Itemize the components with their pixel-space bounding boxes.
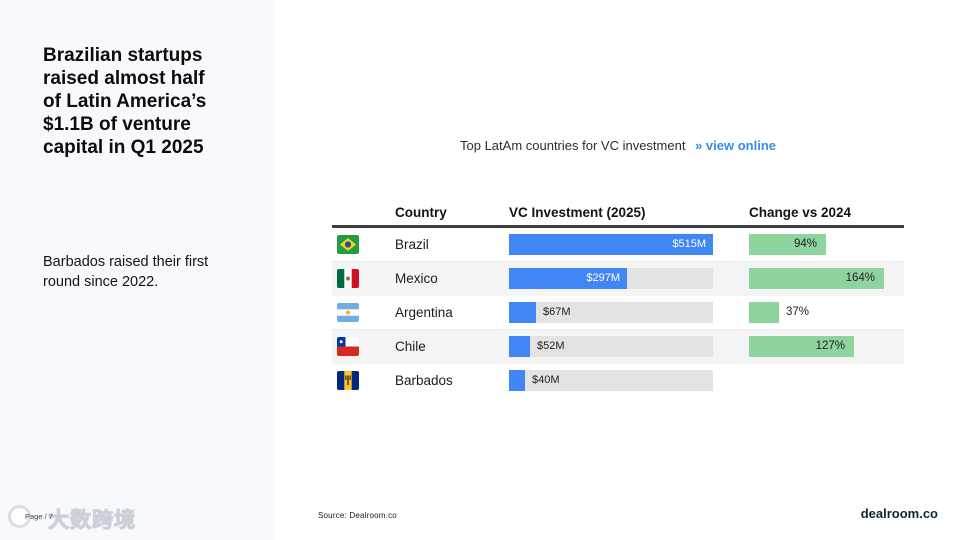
table-row: Mexico $297M 164% — [332, 261, 904, 295]
change-bar — [749, 302, 779, 323]
investment-bar-track — [509, 234, 713, 255]
investment-bar — [509, 336, 530, 357]
country-label: Argentina — [395, 305, 453, 320]
dealroom-logo: dealroom.co — [860, 506, 938, 521]
table-row: Argentina $67M 37% — [332, 295, 904, 329]
table-body: Brazil $515M 94% Mexico $297M 164% Argentina $6… — [332, 228, 904, 397]
change-value-label: 127% — [815, 340, 845, 352]
slide-subtitle: Barbados raised their first round since … — [43, 254, 209, 290]
investment-bar — [509, 234, 713, 255]
change-bar — [749, 234, 826, 255]
investment-value-label: $40M — [532, 374, 560, 386]
vc-investment-table: Country VC Investment (2025) Change vs 2… — [332, 197, 904, 397]
watermark-text: 大数跨境 — [48, 509, 136, 533]
table-header: Country VC Investment (2025) Change vs 2… — [332, 197, 904, 228]
investment-bar-track — [509, 370, 713, 391]
barbados-flag-icon — [337, 371, 359, 390]
column-header-change: Change vs 2024 — [749, 205, 852, 220]
link-arrows: » — [695, 138, 703, 153]
watermark-logo-icon — [8, 505, 31, 528]
investment-bar-track — [509, 302, 713, 323]
investment-bar-track — [509, 268, 713, 289]
investment-bar — [509, 268, 627, 289]
source-note: Source: Dealroom.co — [318, 511, 397, 520]
country-label: Barbados — [395, 373, 453, 388]
chart-title-text: Top LatAm countries for VC investment — [460, 138, 686, 153]
investment-value-label: $67M — [543, 306, 571, 318]
mexico-flag-icon — [337, 269, 359, 288]
table-row: Chile $52M 127% — [332, 329, 904, 363]
investment-value-label: $52M — [537, 340, 565, 352]
link-label: view online — [705, 138, 776, 153]
investment-value-label: $297M — [586, 272, 620, 284]
view-online-link[interactable]: » view online — [695, 138, 776, 153]
page-number: Page / 7 — [25, 512, 53, 521]
change-value-label: 94% — [793, 238, 817, 250]
column-header-country: Country — [395, 205, 447, 220]
change-bar — [749, 268, 884, 289]
table-row: Barbados $40M — [332, 363, 904, 397]
change-bar — [749, 336, 854, 357]
country-label: Brazil — [395, 237, 429, 252]
chile-flag-icon — [337, 337, 359, 356]
country-label: Chile — [395, 339, 426, 354]
investment-bar — [509, 302, 536, 323]
change-value-label: 164% — [845, 272, 875, 284]
investment-bar — [509, 370, 525, 391]
sidebar: Brazilian startups raised almost half of… — [0, 0, 274, 540]
change-value-label: 37% — [786, 306, 810, 318]
watermark: 大数跨境 Page / 7 — [8, 501, 158, 535]
investment-value-label: $515M — [672, 238, 706, 250]
column-header-investment: VC Investment (2025) — [509, 205, 646, 220]
investment-bar-track — [509, 336, 713, 357]
country-label: Mexico — [395, 271, 438, 286]
chart-title: Top LatAm countries for VC investment » … — [332, 138, 904, 153]
slide-title: Brazilian startups raised almost half of… — [43, 45, 207, 158]
brazil-flag-icon — [337, 235, 359, 254]
argentina-flag-icon — [337, 303, 359, 322]
table-row: Brazil $515M 94% — [332, 228, 904, 261]
